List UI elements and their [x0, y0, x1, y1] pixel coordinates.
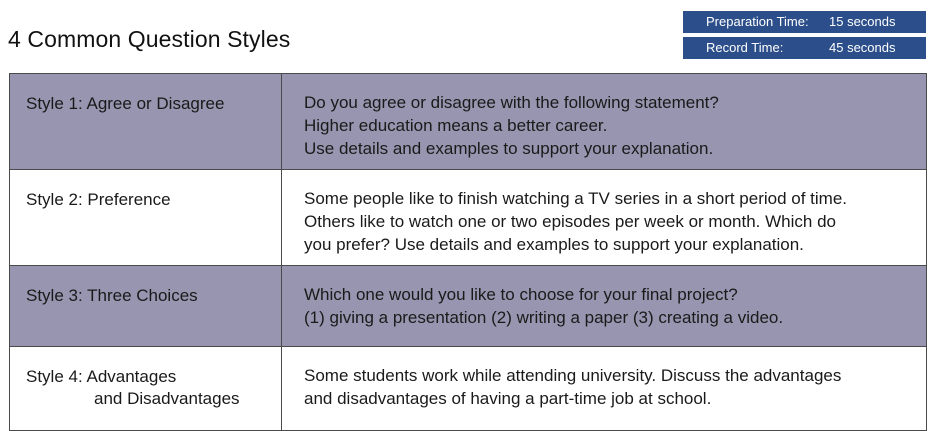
example-line: and disadvantages of having a part-time …	[304, 389, 712, 408]
preparation-time-label: Preparation Time:	[706, 14, 809, 29]
table-row: Style 4: Advantages and Disadvantages So…	[9, 346, 927, 431]
record-time-box: Record Time: 45 seconds	[683, 37, 926, 59]
style-label-cell: Style 4: Advantages and Disadvantages	[9, 346, 282, 431]
example-line: Which one would you like to choose for y…	[304, 285, 738, 304]
question-styles-table: Style 1: Agree or Disagree Do you agree …	[9, 73, 927, 431]
style-label: Style 1: Agree or Disagree	[26, 94, 225, 113]
example-line: Some students work while attending unive…	[304, 366, 842, 385]
style-example-cell: Some students work while attending unive…	[281, 346, 927, 431]
record-time-value: 45 seconds	[829, 40, 896, 55]
style-example-cell: Do you agree or disagree with the follow…	[281, 73, 927, 170]
style-label-cell: Style 3: Three Choices	[9, 265, 282, 347]
example-line: you prefer? Use details and examples to …	[304, 235, 804, 254]
style-label: Style 2: Preference	[26, 190, 171, 209]
example-line: Higher education means a better career.	[304, 116, 608, 135]
page-title: 4 Common Question Styles	[8, 26, 291, 52]
style-label-cell: Style 2: Preference	[9, 169, 282, 266]
record-time-label: Record Time:	[706, 40, 784, 55]
style-label-cell: Style 1: Agree or Disagree	[9, 73, 282, 170]
table-row: Style 1: Agree or Disagree Do you agree …	[9, 73, 927, 170]
table-row: Style 2: Preference Some people like to …	[9, 169, 927, 266]
style-label: Style 4: Advantages	[26, 367, 177, 386]
style-example-cell: Some people like to finish watching a TV…	[281, 169, 927, 266]
example-line: Others like to watch one or two episodes…	[304, 212, 836, 231]
preparation-time-value: 15 seconds	[829, 14, 896, 29]
example-line: Some people like to finish watching a TV…	[304, 189, 848, 208]
preparation-time-box: Preparation Time: 15 seconds	[683, 11, 926, 33]
style-label: Style 3: Three Choices	[26, 286, 198, 305]
example-line: (1) giving a presentation (2) writing a …	[304, 308, 784, 327]
example-line: Use details and examples to support your…	[304, 139, 714, 158]
table-row: Style 3: Three Choices Which one would y…	[9, 265, 927, 347]
style-example-cell: Which one would you like to choose for y…	[281, 265, 927, 347]
example-line: Do you agree or disagree with the follow…	[304, 93, 719, 112]
style-label-continued: and Disadvantages	[94, 389, 240, 408]
